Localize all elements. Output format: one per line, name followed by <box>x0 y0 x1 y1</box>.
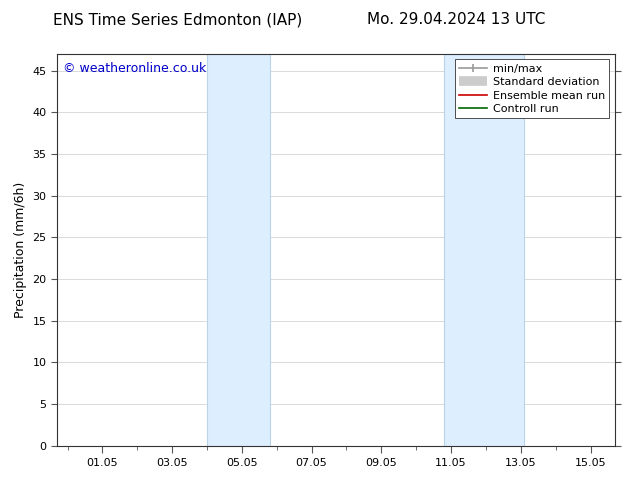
Text: ENS Time Series Edmonton (IAP): ENS Time Series Edmonton (IAP) <box>53 12 302 27</box>
Text: Mo. 29.04.2024 13 UTC: Mo. 29.04.2024 13 UTC <box>367 12 546 27</box>
Text: © weatheronline.co.uk: © weatheronline.co.uk <box>63 62 206 75</box>
Bar <box>444 54 524 446</box>
Y-axis label: Precipitation (mm/6h): Precipitation (mm/6h) <box>14 182 27 318</box>
Bar <box>207 54 270 446</box>
Legend: min/max, Standard deviation, Ensemble mean run, Controll run: min/max, Standard deviation, Ensemble me… <box>455 59 609 119</box>
